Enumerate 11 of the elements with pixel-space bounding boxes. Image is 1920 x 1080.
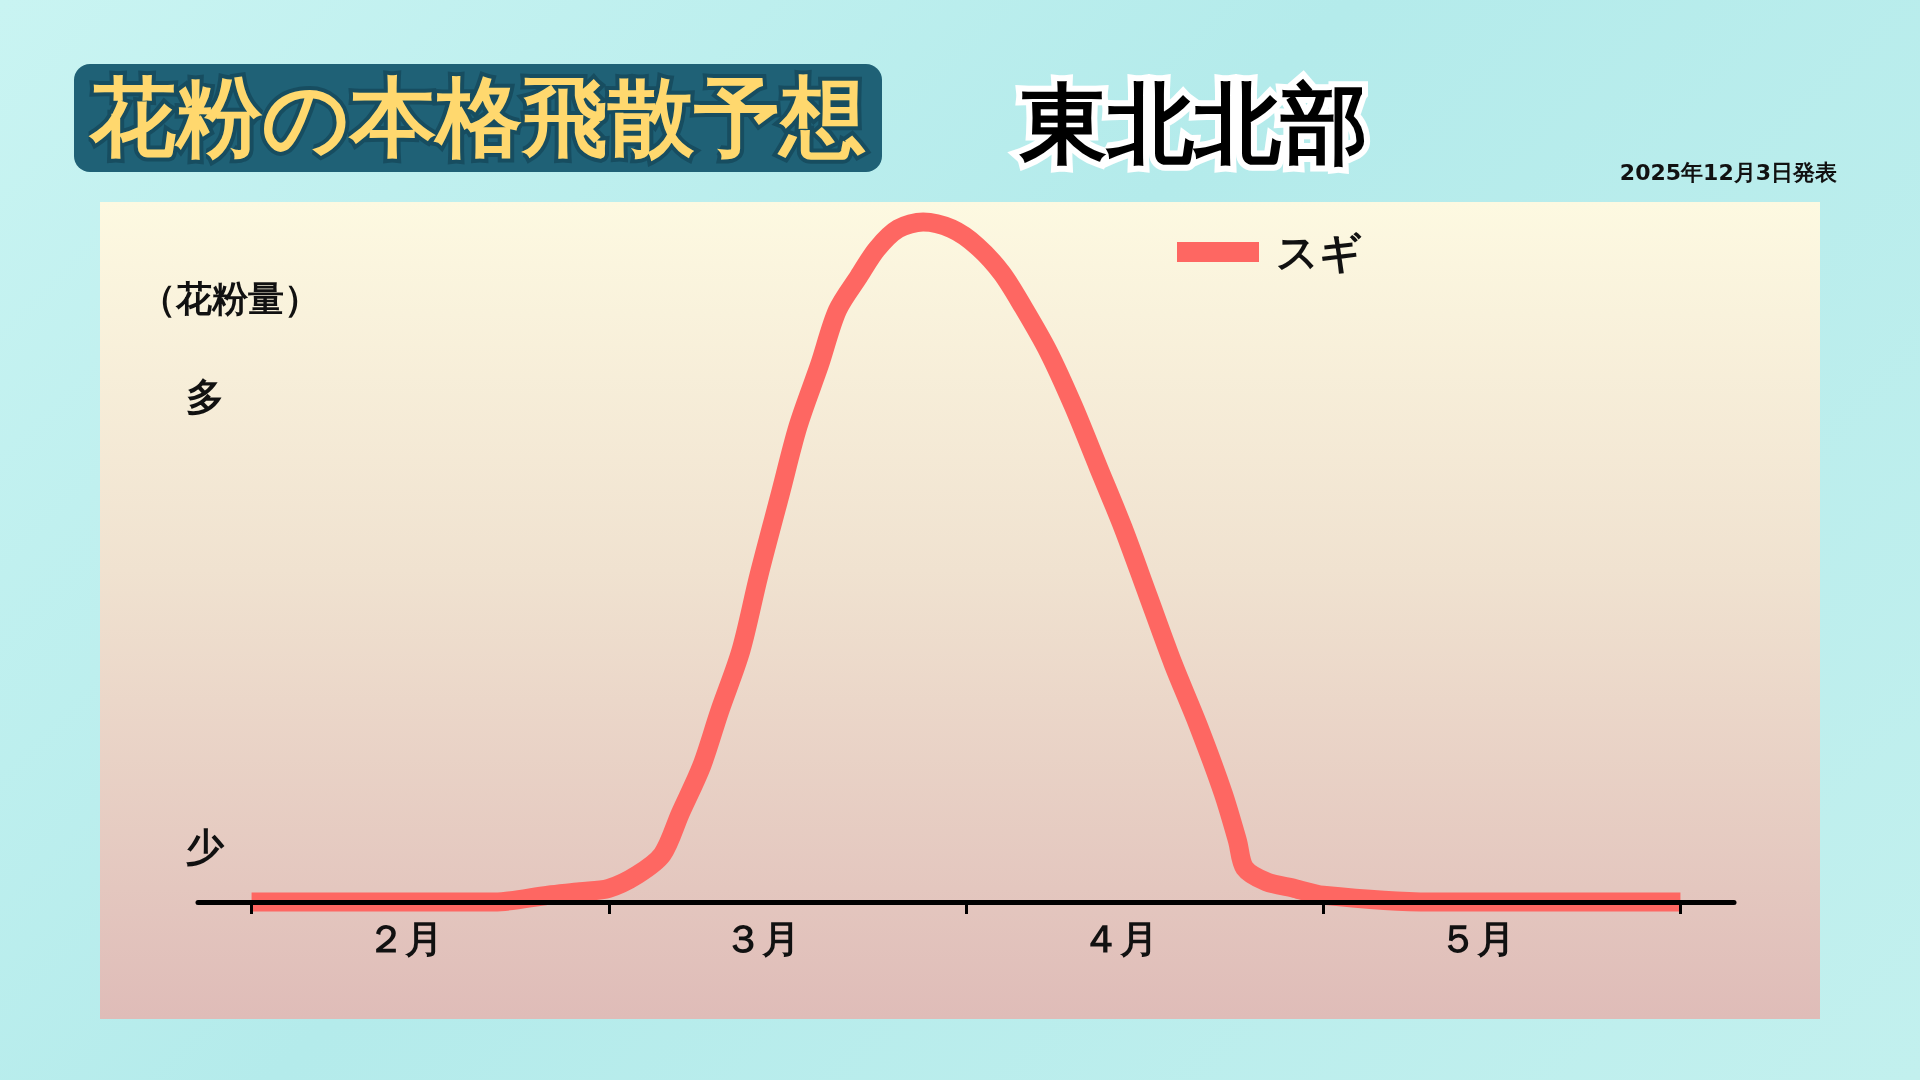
chart-subtitle: 東北北部 (1019, 72, 1368, 175)
annotation: 多 (186, 375, 224, 419)
chart-title: 花粉の本格飛散予想 (88, 67, 866, 167)
x-tick-label: ３月 (724, 917, 801, 961)
legend-label: スギ (1276, 227, 1362, 277)
x-tick-label: ２月 (367, 917, 444, 961)
y-axis-title: （花粉量） (140, 277, 320, 319)
x-tick-label: ４月 (1081, 917, 1158, 961)
x-tick-label: ５月 (1438, 917, 1515, 961)
text: 2025年12月3日発表 (1619, 159, 1837, 185)
annotation: 少 (186, 825, 225, 869)
